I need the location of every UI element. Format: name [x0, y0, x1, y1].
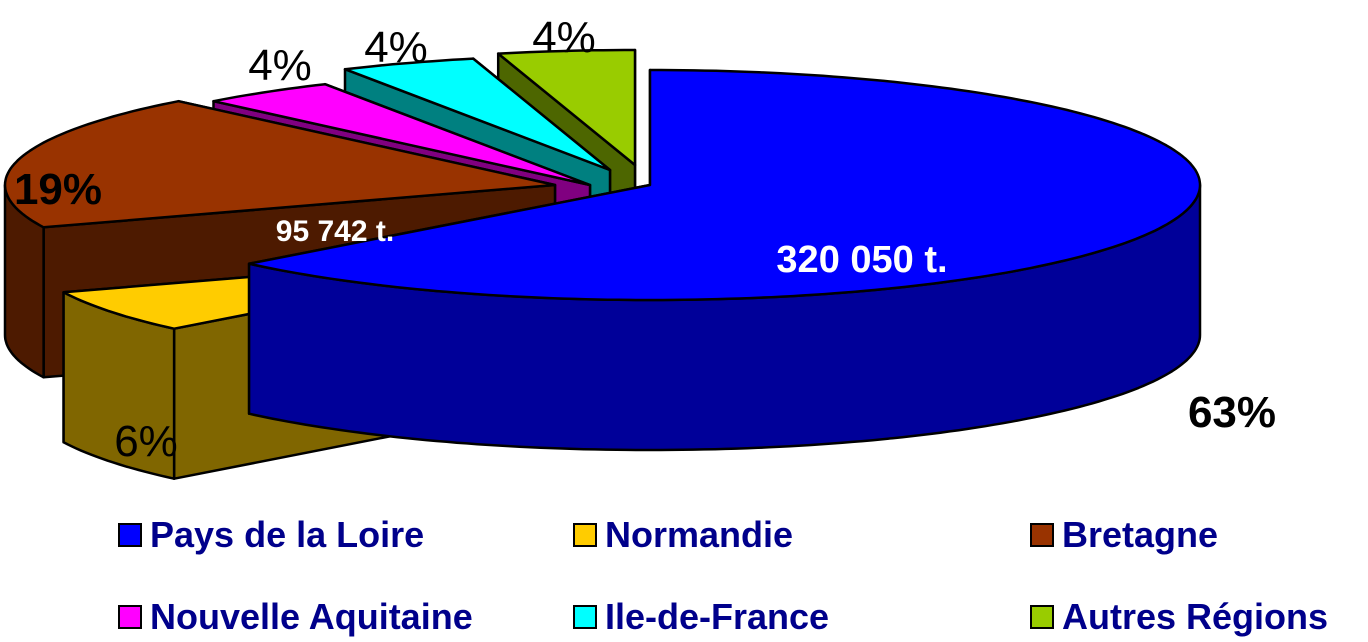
value-label-pays-de-la-loire: 320 050 t. — [776, 239, 947, 281]
value-label-bretagne: 95 742 t. — [276, 215, 394, 248]
pie-slice-pays-de-la-loire — [247, 68, 1202, 452]
percent-label-nouvelle-aquitaine: 4% — [248, 41, 312, 90]
pie-slice-pays-de-la-loire-top — [247, 68, 1202, 302]
percent-label-normandie: 6% — [114, 417, 178, 466]
pie-slice-ile-de-france-top — [343, 57, 612, 172]
pie-labels: 63% 6% 19% 4% 4% 4% 320 050 t. 95 742 t. — [14, 13, 1276, 466]
pie-slice-autres-regions-top — [496, 48, 637, 167]
percent-label-pays-de-la-loire: 63% — [1188, 388, 1276, 437]
pie-slices — [3, 48, 1202, 480]
pie-slice-bretagne-top — [3, 99, 557, 229]
percent-label-ile-de-france: 4% — [364, 23, 428, 72]
pie-slice-nouvelle-aquitaine-top — [212, 82, 592, 187]
percent-label-autres-regions: 4% — [532, 13, 596, 62]
percent-label-bretagne: 19% — [14, 165, 102, 214]
